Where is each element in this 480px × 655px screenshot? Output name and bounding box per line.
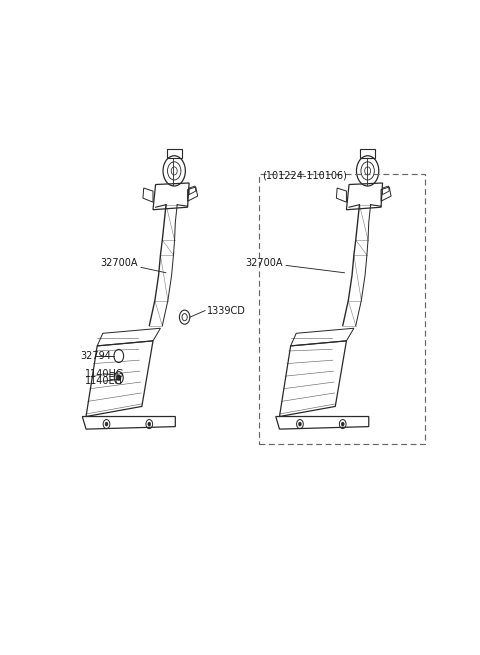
Text: 32700A: 32700A (246, 257, 345, 272)
Text: 32794: 32794 (81, 351, 111, 361)
Text: 1339CD: 1339CD (207, 306, 246, 316)
Circle shape (105, 422, 108, 426)
Text: 1140HG: 1140HG (85, 369, 125, 379)
Text: 32700A: 32700A (101, 257, 166, 272)
Text: (101224-110106): (101224-110106) (262, 171, 347, 181)
Circle shape (299, 422, 301, 426)
Text: 1140EH: 1140EH (85, 376, 123, 386)
Circle shape (117, 375, 121, 381)
Circle shape (341, 422, 344, 426)
Bar (259, 174, 424, 444)
Circle shape (148, 422, 151, 426)
Circle shape (114, 349, 124, 363)
